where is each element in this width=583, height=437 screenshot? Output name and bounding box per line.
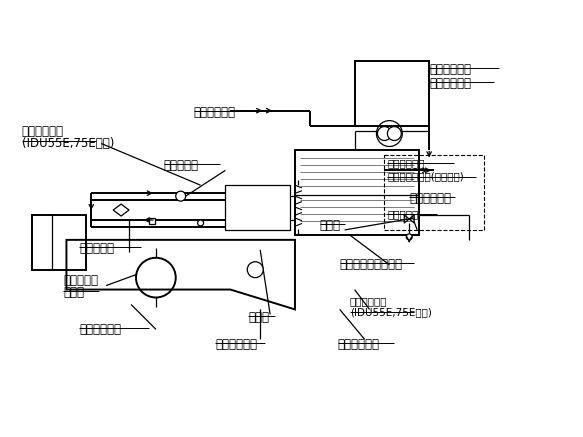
- Bar: [384, 156, 484, 230]
- Text: ファンモータ: ファンモータ: [429, 77, 471, 90]
- Text: (IDU55E,75Eのみ): (IDU55E,75Eのみ): [350, 308, 431, 317]
- Text: 高圧スイッチ: 高圧スイッチ: [350, 296, 387, 306]
- Text: クーラリヒータ(熱交換器): クーラリヒータ(熱交換器): [387, 171, 464, 181]
- Bar: [354, 61, 429, 125]
- Bar: [295, 150, 419, 235]
- Circle shape: [247, 262, 263, 277]
- Text: 凝縮器: 凝縮器: [248, 312, 269, 324]
- Text: (IDU55E,75Eのみ): (IDU55E,75Eのみ): [22, 136, 114, 149]
- Text: キャピラリチューブ: キャピラリチューブ: [340, 258, 403, 271]
- Text: オートドレン: オートドレン: [409, 192, 451, 205]
- Text: ファンモータ: ファンモータ: [216, 338, 258, 351]
- Text: 容量調整弁: 容量調整弁: [79, 242, 114, 255]
- Circle shape: [406, 234, 412, 240]
- Circle shape: [136, 258, 175, 298]
- Text: 圧縮空気出口: 圧縮空気出口: [387, 158, 425, 168]
- Text: 圧力スイッチ: 圧力スイッチ: [338, 338, 380, 351]
- Text: 蒸発温度計: 蒸発温度計: [164, 160, 199, 172]
- Text: 冷凍用圧縮機: 冷凍用圧縮機: [79, 323, 121, 336]
- Circle shape: [377, 127, 391, 141]
- Bar: [149, 218, 155, 224]
- Circle shape: [198, 220, 203, 226]
- Text: アフタクーラ: アフタクーラ: [429, 63, 471, 76]
- Text: アキューム: アキューム: [64, 274, 99, 287]
- Text: ドレン出口: ドレン出口: [387, 209, 419, 219]
- Text: バルブ: バルブ: [320, 219, 341, 232]
- Text: 圧縮空気入口: 圧縮空気入口: [194, 106, 236, 119]
- Text: 高圧スイッチ: 高圧スイッチ: [22, 125, 64, 138]
- Bar: [31, 215, 86, 270]
- Bar: [226, 185, 290, 230]
- Circle shape: [387, 127, 401, 141]
- Text: レータ: レータ: [64, 285, 85, 298]
- Circle shape: [175, 191, 185, 201]
